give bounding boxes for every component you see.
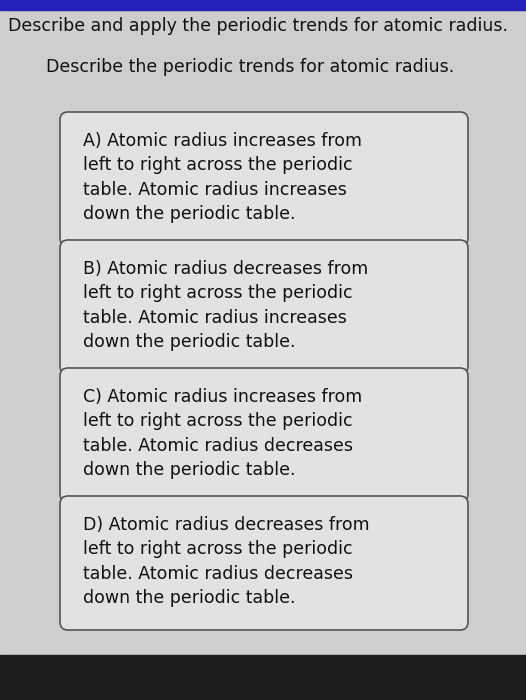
Bar: [0, 655, 526, 700]
FancyBboxPatch shape: [60, 496, 468, 630]
Text: Describe the periodic trends for atomic radius.: Describe the periodic trends for atomic …: [46, 58, 454, 76]
Text: B) Atomic radius decreases from
left to right across the periodic
table. Atomic : B) Atomic radius decreases from left to …: [83, 260, 368, 351]
Text: C) Atomic radius increases from
left to right across the periodic
table. Atomic : C) Atomic radius increases from left to …: [83, 388, 362, 479]
FancyBboxPatch shape: [60, 240, 468, 374]
Text: D) Atomic radius decreases from
left to right across the periodic
table. Atomic : D) Atomic radius decreases from left to …: [83, 516, 370, 607]
Bar: [0, 0, 526, 10]
FancyBboxPatch shape: [60, 112, 468, 246]
Text: Describe and apply the periodic trends for atomic radius.: Describe and apply the periodic trends f…: [8, 17, 508, 35]
Text: A) Atomic radius increases from
left to right across the periodic
table. Atomic : A) Atomic radius increases from left to …: [83, 132, 362, 223]
FancyBboxPatch shape: [60, 368, 468, 502]
